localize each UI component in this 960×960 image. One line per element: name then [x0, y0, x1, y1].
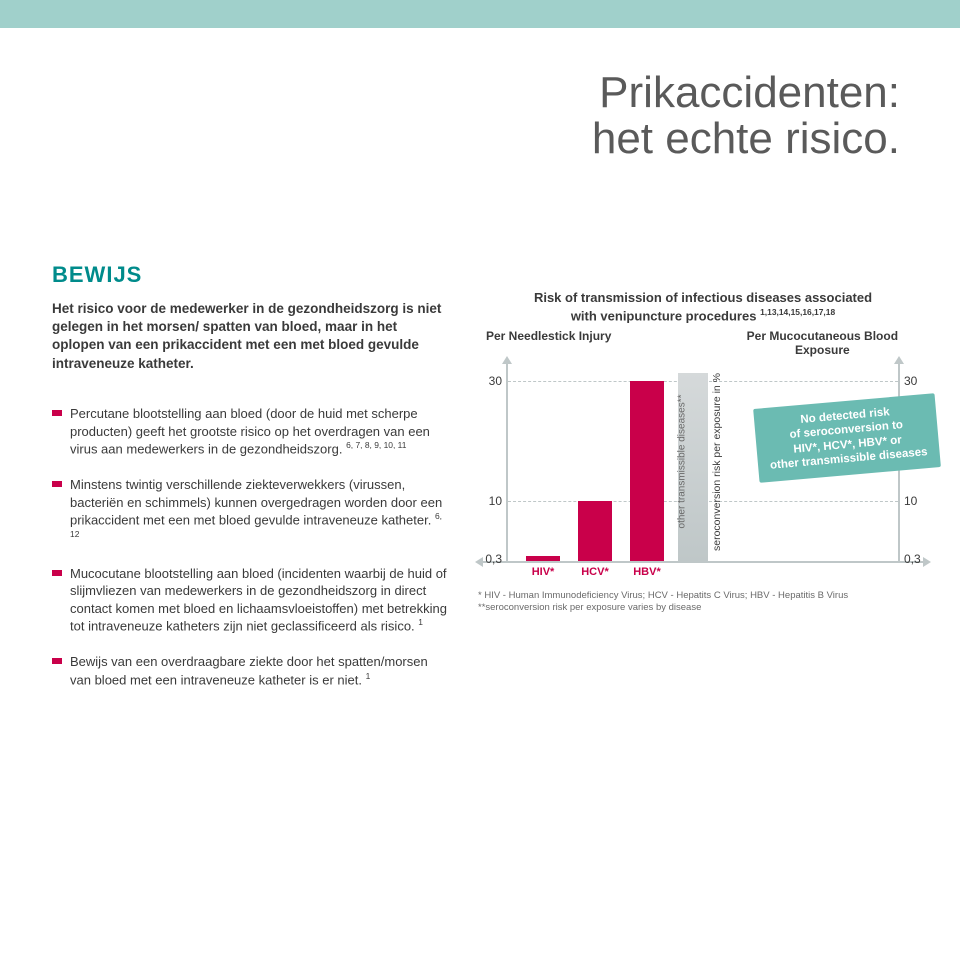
top-accent-bar	[0, 0, 960, 28]
bar-label: HIV*	[532, 566, 555, 578]
bullet-marker-icon	[52, 658, 62, 664]
bullet-list: Percutane blootstelling aan bloed (door …	[52, 405, 452, 707]
bullet-item: Bewijs van een overdraagbare ziekte door…	[52, 653, 452, 688]
ytick-left: 30	[489, 374, 502, 388]
bar-hcv	[578, 501, 612, 561]
bullet-marker-icon	[52, 481, 62, 487]
rot-label-other: other transmissible diseases**	[676, 395, 687, 529]
bullet-item: Mucocutane blootstelling aan bloed (inci…	[52, 565, 452, 636]
intro-paragraph: Het risico voor de medewerker in de gezo…	[52, 300, 452, 373]
bullet-item: Minstens twintig verschillende ziektever…	[52, 476, 452, 547]
footnote-line: * HIV - Human Immunodeficiency Virus; HC…	[478, 590, 928, 602]
bullet-text: Minstens twintig verschillende ziektever…	[70, 476, 452, 547]
title-line1: Prikaccidenten:	[599, 68, 900, 117]
bullet-text: Mucocutane blootstelling aan bloed (inci…	[70, 565, 452, 636]
bar-hiv	[526, 556, 560, 561]
left-sub-label: Per Needlestick Injury	[486, 329, 681, 357]
callout-no-risk: No detected risk of seroconversion to HI…	[753, 393, 941, 482]
arrow-left-icon	[475, 557, 483, 567]
arrow-right-icon	[923, 557, 931, 567]
bar-hbv	[630, 381, 664, 561]
rot-label-sero: seroconversion risk per exposure in %	[711, 373, 723, 551]
right-sub-label: Per Mucocutaneous Blood Exposure	[725, 329, 920, 357]
ytick-left: 10	[489, 494, 502, 508]
ytick-right: 30	[904, 374, 917, 388]
chart-body: 30 10 0,3 30 10 0,3 HIV* HCV* HBV* other…	[478, 361, 928, 596]
bullet-marker-icon	[52, 570, 62, 576]
arrow-up-icon	[502, 356, 512, 364]
chart-footnotes: * HIV - Human Immunodeficiency Virus; HC…	[478, 590, 928, 615]
bullet-item: Percutane blootstelling aan bloed (door …	[52, 405, 452, 458]
section-title: BEWIJS	[52, 262, 142, 288]
bullet-text: Bewijs van een overdraagbare ziekte door…	[70, 653, 452, 688]
bullet-text: Percutane blootstelling aan bloed (door …	[70, 405, 452, 458]
ytick-right: 0,3	[904, 552, 921, 566]
chart-sub-labels: Per Needlestick Injury Per Mucocutaneous…	[478, 329, 928, 357]
footnote-line: **seroconversion risk per exposure varie…	[478, 602, 928, 614]
bullet-marker-icon	[52, 410, 62, 416]
x-axis	[480, 561, 926, 563]
title-line2: het echte risico.	[592, 114, 900, 163]
page-title: Prikaccidenten: het echte risico.	[592, 70, 900, 162]
y-axis-left	[506, 361, 508, 561]
ytick-left: 0,3	[485, 552, 502, 566]
chart-title: Risk of transmission of infectious disea…	[478, 290, 928, 325]
bar-label: HCV*	[581, 566, 609, 578]
ytick-right: 10	[904, 494, 917, 508]
transmission-risk-chart: Risk of transmission of infectious disea…	[478, 290, 928, 596]
bar-label: HBV*	[633, 566, 661, 578]
arrow-up-icon	[894, 356, 904, 364]
